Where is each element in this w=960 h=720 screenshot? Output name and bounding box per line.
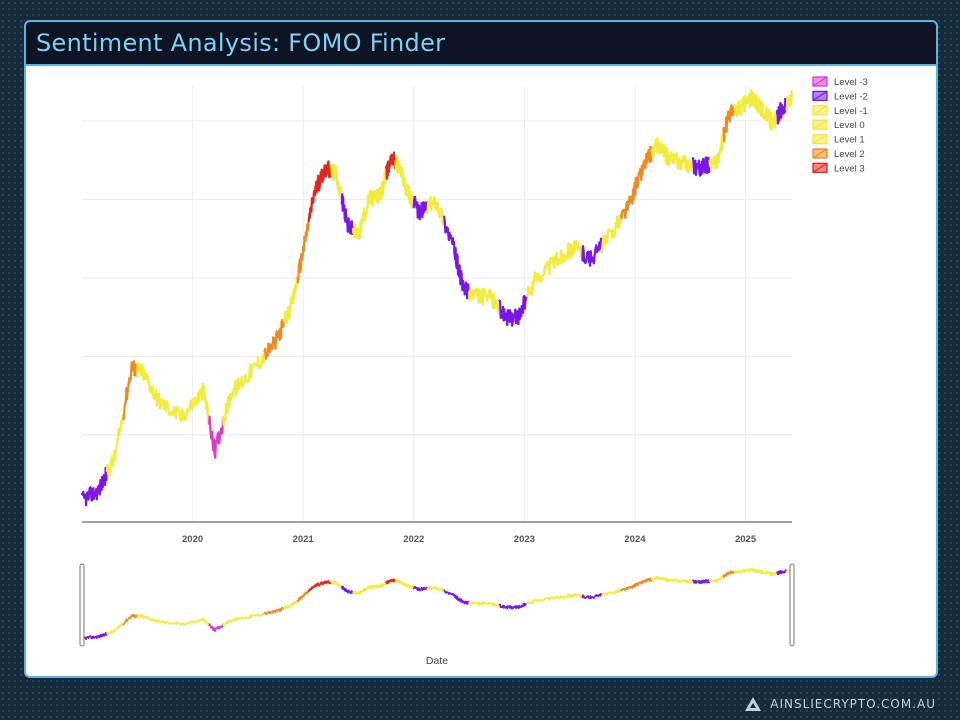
price-segment [174,407,178,420]
footer: AINSLIECRYPTO.COM.AU [744,696,936,712]
price-segment [703,157,707,174]
price-segment [119,421,123,432]
x-tick-label: 2024 [624,534,646,545]
legend-item[interactable]: Level -3 [812,76,868,88]
price-segment [114,451,117,461]
legend: Level -3 Level -2 Level -1 Level 0 Level 1 Le… [812,76,868,174]
legend-label: Level -1 [834,106,868,117]
price-segment [279,321,283,340]
price-segment [592,253,596,265]
price-segment [636,178,640,189]
range-handle-left[interactable] [79,563,85,647]
range-handle-right[interactable] [789,563,795,647]
legend-label: Level -2 [834,91,868,102]
x-axis-title: Date [426,655,448,667]
price-segment [641,165,645,176]
price-segment [108,466,112,476]
price-segment [84,493,88,507]
price-line-navigator [81,567,793,640]
price-segment [436,202,440,214]
legend-label: Level 3 [834,163,865,174]
price-segment [87,491,91,501]
price-segment [551,256,555,267]
price-segment [197,391,201,403]
price-segment [606,229,610,244]
brand-logo-icon [745,697,762,711]
x-tick-label: 2021 [293,534,315,545]
legend-item[interactable]: Level 3 [812,162,865,174]
legend-item[interactable]: Level -2 [812,90,868,102]
price-segment [249,367,253,380]
x-tick-label: 2025 [735,534,757,545]
price-segment [125,391,129,401]
price-segment [262,349,266,365]
price-segment [129,369,133,381]
price-segment [105,469,109,481]
legend-label: Level 0 [834,120,865,131]
page-title: Sentiment Analysis: FOMO Finder [36,29,446,57]
chart-panel: Sentiment Analysis: FOMO Finder 2020 2021… [24,20,938,678]
legend-item[interactable]: Level 0 [812,119,865,131]
x-tick-label: 2020 [182,534,203,545]
price-segment [523,300,527,310]
price-segment [289,298,292,308]
price-segment [288,305,292,318]
legend-item[interactable]: Level -1 [812,105,868,117]
legend-label: Level 1 [834,135,865,146]
footer-brand[interactable]: AINSLIECRYPTO.COM.AU [770,697,936,711]
price-segment [569,243,573,254]
x-tick-label: 2022 [403,534,424,545]
price-segment [173,405,177,416]
price-segment [95,489,99,501]
price-segment [274,333,278,350]
price-segment [247,370,251,383]
legend-item[interactable]: Level 1 [812,133,865,146]
title-bar: Sentiment Analysis: FOMO Finder [26,22,936,66]
price-segment [122,404,126,417]
price-segment [548,256,552,276]
legend-item[interactable]: Level 2 [812,148,865,160]
x-tick-label: 2023 [514,534,535,545]
price-segment [481,293,485,306]
price-segment [214,440,217,459]
legend-label: Level -3 [834,77,868,88]
price-segment [286,306,290,319]
price-line-main [80,89,794,507]
legend-label: Level 2 [834,149,865,160]
price-segment [600,243,604,254]
